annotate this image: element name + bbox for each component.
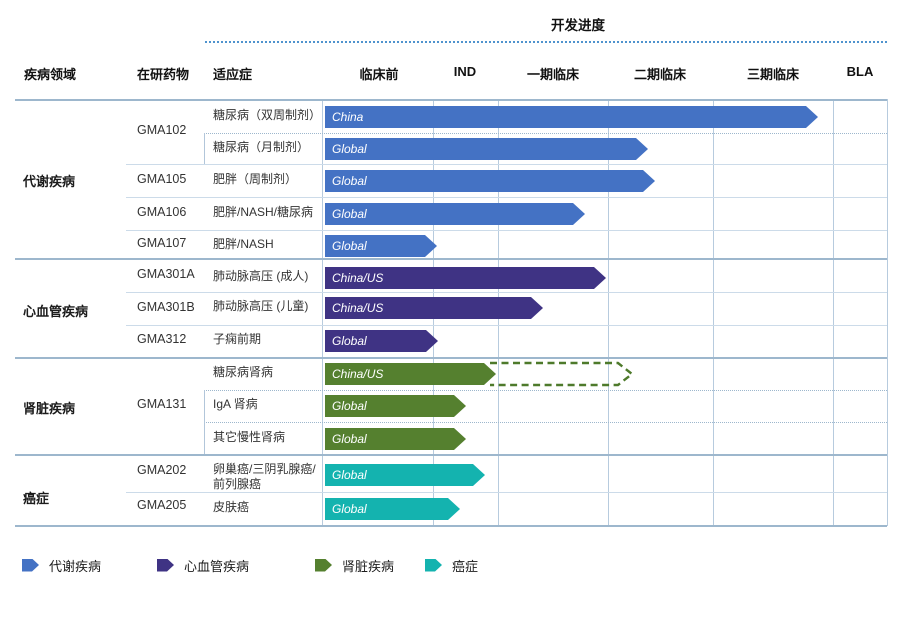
legend-label: 肾脏疾病 xyxy=(342,558,395,574)
drug-label-gma131: GMA131 xyxy=(137,397,187,411)
indication-label: 糖尿病（双周制剂） xyxy=(213,108,322,122)
pipeline-bar-gma107: Global xyxy=(325,235,437,257)
bar-region-label: Global xyxy=(332,239,367,253)
stage-header-phase1: 一期临床 xyxy=(526,67,579,82)
pipeline-bar-gma312: Global xyxy=(325,330,438,352)
legend-label: 代谢疾病 xyxy=(49,558,102,574)
drug-label-gma301a: GMA301A xyxy=(137,267,195,281)
indication-label: 糖尿病肾病 xyxy=(213,365,274,379)
pipeline-bar-gma102-china: China xyxy=(325,106,818,128)
bar-region-label: China xyxy=(332,110,364,124)
column-header-disease-area: 疾病领域 xyxy=(24,67,77,82)
legend-item-metabolic: 代谢疾病 xyxy=(22,558,102,574)
pipeline-bar-gma131-dkd: China/US xyxy=(325,363,496,385)
legend-arrow-icon xyxy=(22,559,39,572)
row-separator xyxy=(126,292,887,293)
bar-region-label: Global xyxy=(332,174,367,188)
drug-cell-separator-gma131 xyxy=(204,390,205,454)
bar-region-label: Global xyxy=(332,334,367,348)
legend-label: 癌症 xyxy=(452,558,479,574)
progress-axis-rule xyxy=(205,41,887,43)
group-label-cancer: 癌症 xyxy=(23,491,50,506)
stage-header-phase2: 二期临床 xyxy=(633,67,686,82)
sub-row-separator-dotted xyxy=(204,390,887,391)
indication-label: 肥胖（周制剂） xyxy=(213,172,298,186)
indication-label: 卵巢癌/三阴乳腺癌/前列腺癌 xyxy=(213,462,316,491)
stage-header-ind: IND xyxy=(453,64,477,79)
pipeline-bar-gma301a: China/US xyxy=(325,267,606,289)
indication-label: 肥胖/NASH xyxy=(213,237,274,251)
row-separator xyxy=(126,230,887,231)
indication-label: 肺动脉高压 (成人) xyxy=(213,269,309,283)
legend-label: 心血管疾病 xyxy=(184,558,250,574)
group-separator-kidney-cancer xyxy=(15,454,887,456)
indication-label: 子痫前期 xyxy=(213,332,262,346)
stage-header-phase3: 三期临床 xyxy=(746,67,799,82)
sub-row-separator-dotted xyxy=(204,133,887,134)
drug-label-gma202: GMA202 xyxy=(137,463,187,477)
gridline-vertical-phase2 xyxy=(608,99,609,526)
stage-header-preclinical: 临床前 xyxy=(359,67,399,82)
indication-label: 其它慢性肾病 xyxy=(213,430,286,444)
column-header-drug: 在研药物 xyxy=(137,67,190,82)
pipeline-bar-gma205: Global xyxy=(325,498,460,520)
chart-title: 开发进度 xyxy=(551,18,605,33)
pipeline-bar-gma131-iga: Global xyxy=(325,395,466,417)
row-separator xyxy=(126,492,887,493)
drug-label-gma107: GMA107 xyxy=(137,236,187,250)
indication-label: 皮肤癌 xyxy=(213,500,250,514)
bar-region-label: Global xyxy=(332,142,367,156)
bar-region-label: Global xyxy=(332,432,367,446)
group-label-cardiovascular: 心血管疾病 xyxy=(23,304,89,319)
gridline-vertical-phase3 xyxy=(713,99,714,526)
bar-region-label: Global xyxy=(332,468,367,482)
gridline-vertical-right-edge xyxy=(887,99,888,526)
legend-item-cancer: 癌症 xyxy=(425,558,479,574)
group-label-metabolic: 代谢疾病 xyxy=(23,174,76,189)
table-bottom-border xyxy=(15,525,887,527)
legend-arrow-icon xyxy=(425,559,442,572)
pipeline-bar-gma202: Global xyxy=(325,464,485,486)
group-separator-cardio-kidney xyxy=(15,357,887,359)
bar-region-label: Global xyxy=(332,502,367,516)
legend-arrow-icon xyxy=(157,559,174,572)
bar-region-label: Global xyxy=(332,207,367,221)
drug-label-gma205: GMA205 xyxy=(137,498,187,512)
legend-arrow-icon xyxy=(315,559,332,572)
group-separator-metabolic-cardio xyxy=(15,258,887,260)
drug-label-gma312: GMA312 xyxy=(137,332,187,346)
group-label-kidney: 肾脏疾病 xyxy=(23,401,76,416)
row-separator xyxy=(126,325,887,326)
drug-label-gma102: GMA102 xyxy=(137,123,187,137)
bar-region-label: China/US xyxy=(332,271,384,285)
pipeline-bar-gma106: Global xyxy=(325,203,585,225)
column-header-indication: 适应症 xyxy=(213,67,253,82)
gridline-vertical-bla xyxy=(833,99,834,526)
sub-row-separator-dotted xyxy=(204,422,887,423)
indication-label: IgA 肾病 xyxy=(213,397,258,411)
drug-label-gma301b: GMA301B xyxy=(137,300,195,314)
stage-header-bla: BLA xyxy=(846,64,874,79)
legend-item-cardiovascular: 心血管疾病 xyxy=(157,558,250,574)
indication-label: 肥胖/NASH/糖尿病 xyxy=(213,205,314,219)
pipeline-bar-gma105: Global xyxy=(325,170,655,192)
dashed-extension-arrow xyxy=(490,361,634,387)
pipeline-bar-gma102-global: Global xyxy=(325,138,648,160)
bar-region-label: China/US xyxy=(332,301,384,315)
indication-label: 糖尿病（月制剂） xyxy=(213,140,310,154)
drug-label-gma105: GMA105 xyxy=(137,172,187,186)
gridline-vertical-bars-start xyxy=(322,99,323,526)
indication-label: 肺动脉高压 (儿童) xyxy=(213,299,309,313)
row-separator xyxy=(126,197,887,198)
drug-label-gma106: GMA106 xyxy=(137,205,187,219)
table-top-border xyxy=(15,99,887,101)
legend-item-kidney: 肾脏疾病 xyxy=(315,558,395,574)
bar-region-label: Global xyxy=(332,399,367,413)
drug-cell-separator-gma102 xyxy=(204,133,205,164)
bar-region-label: China/US xyxy=(332,367,384,381)
pipeline-bar-gma301b: China/US xyxy=(325,297,543,319)
row-separator xyxy=(126,164,887,165)
pipeline-bar-gma131-ckd: Global xyxy=(325,428,466,450)
